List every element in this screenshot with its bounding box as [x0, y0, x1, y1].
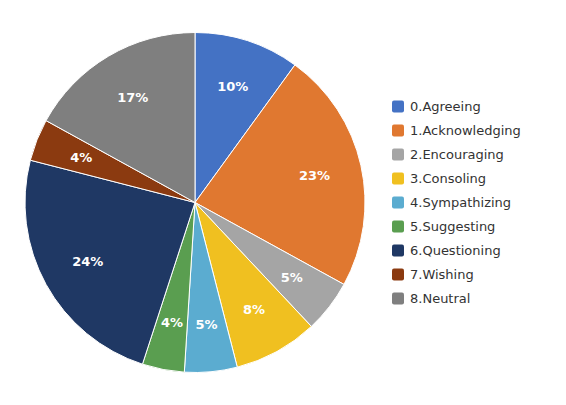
legend-swatch — [392, 125, 404, 137]
legend-label: 0.Agreeing — [410, 99, 481, 114]
data-label: 8% — [243, 302, 265, 317]
background — [0, 0, 566, 405]
legend-swatch — [392, 293, 404, 305]
legend-swatch — [392, 221, 404, 233]
pie-slice — [46, 33, 195, 203]
data-label: 5% — [281, 270, 303, 285]
data-labels: 10% 23% 5% 8% 5% 4% 24% 4% 17% — [70, 79, 330, 332]
data-label: 5% — [195, 317, 217, 332]
data-label: 10% — [217, 79, 248, 94]
legend: 0.Agreeing 1.Acknowledging 2.Encouraging 3.… — [392, 99, 521, 306]
legend-swatch — [392, 149, 404, 161]
data-label: 23% — [299, 168, 330, 183]
data-label: 17% — [117, 90, 148, 105]
chart-container: 10% 23% 5% 8% 5% 4% 24% 4% 17% 0.Agreeing 1.Acknow… — [0, 0, 566, 405]
slices — [25, 33, 365, 373]
legend-swatch — [392, 245, 404, 257]
legend-label: 5.Suggesting — [410, 219, 495, 234]
legend-swatch — [392, 173, 404, 185]
legend-swatch — [392, 101, 404, 113]
legend-label: 6.Questioning — [410, 243, 501, 258]
legend-label: 3.Consoling — [410, 171, 486, 186]
legend-label: 7.Wishing — [410, 267, 474, 282]
data-label: 4% — [70, 150, 92, 165]
legend-label: 4.Sympathizing — [410, 195, 511, 210]
legend-label: 1.Acknowledging — [410, 123, 521, 138]
chart: 10% 23% 5% 8% 5% 4% 24% 4% 17% 0.Agreeing 1.Acknow… — [0, 0, 566, 405]
legend-label: 8.Neutral — [410, 291, 470, 306]
legend-label: 2.Encouraging — [410, 147, 504, 162]
legend-swatch — [392, 269, 404, 281]
data-label: 4% — [161, 315, 183, 330]
legend-swatch — [392, 197, 404, 209]
data-label: 24% — [72, 254, 103, 269]
